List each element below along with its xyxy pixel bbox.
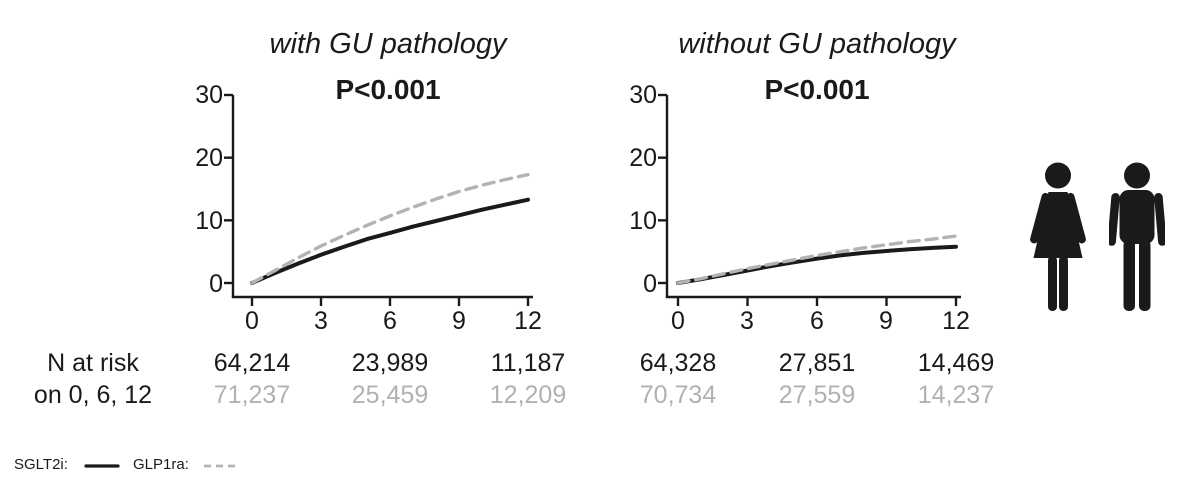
n-at-risk-right-sglt2i-t12: 14,469 — [917, 349, 995, 377]
chart-right-ytick-0: 0 — [643, 270, 657, 298]
glp1ra-dashed-line-swatch — [204, 464, 240, 468]
chart-right-xtick-12: 12 — [942, 307, 970, 335]
chart-left-xtick-6: 6 — [383, 307, 397, 335]
chart-right-title: without GU pathology — [678, 28, 956, 60]
chart-right-xtick-6: 6 — [810, 307, 824, 335]
n-at-risk-left-glp1ra-t6: 25,459 — [351, 381, 429, 409]
chart-left-ytick-20: 20 — [195, 144, 223, 172]
n-at-risk-label-line2: on 0, 6, 12 — [33, 381, 153, 409]
n-at-risk-label-line1: N at risk — [47, 349, 139, 377]
chart-right-ytick-10: 10 — [629, 207, 657, 235]
chart-left-title: with GU pathology — [269, 28, 507, 60]
legend-sglt2i-label: SGLT2i: — [14, 456, 68, 473]
sglt2i-solid-line-swatch — [84, 464, 120, 468]
legend-glp1ra-label: GLP1ra: — [133, 456, 189, 473]
n-at-risk-left-sglt2i-t6: 23,989 — [351, 349, 429, 377]
chart-right-ytick-20: 20 — [629, 144, 657, 172]
chart-left-ytick-10: 10 — [195, 207, 223, 235]
chart-left-xtick-3: 3 — [314, 307, 328, 335]
chart-right-ytick-30: 30 — [629, 81, 657, 109]
n-at-risk-right-glp1ra-t12: 14,237 — [917, 381, 995, 409]
n-at-risk-right-sglt2i-t0: 64,328 — [639, 349, 717, 377]
chart-right-xtick-0: 0 — [671, 307, 685, 335]
n-at-risk-left-sglt2i-t12: 11,187 — [490, 349, 566, 377]
chart-right-pvalue: P<0.001 — [764, 74, 870, 105]
woman-icon — [1030, 162, 1086, 311]
n-at-risk-right-glp1ra-t0: 70,734 — [639, 381, 717, 409]
n-at-risk-left-glp1ra-t0: 71,237 — [213, 381, 291, 409]
chart-left-ytick-0: 0 — [209, 270, 223, 298]
chart-left-xtick-12: 12 — [514, 307, 542, 335]
n-at-risk-left-glp1ra-t12: 12,209 — [489, 381, 567, 409]
chart-left-pvalue: P<0.001 — [335, 74, 441, 105]
chart-right-xtick-3: 3 — [740, 307, 754, 335]
n-at-risk-left-sglt2i-t0: 64,214 — [213, 349, 291, 377]
chart-right-xtick-9: 9 — [879, 307, 893, 335]
chart-left-xtick-9: 9 — [452, 307, 466, 335]
chart-left-xtick-0: 0 — [245, 307, 259, 335]
chart-left-ytick-30: 30 — [195, 81, 223, 109]
n-at-risk-right-sglt2i-t6: 27,851 — [778, 349, 856, 377]
n-at-risk-right-glp1ra-t6: 27,559 — [778, 381, 856, 409]
man-icon — [1109, 162, 1165, 311]
